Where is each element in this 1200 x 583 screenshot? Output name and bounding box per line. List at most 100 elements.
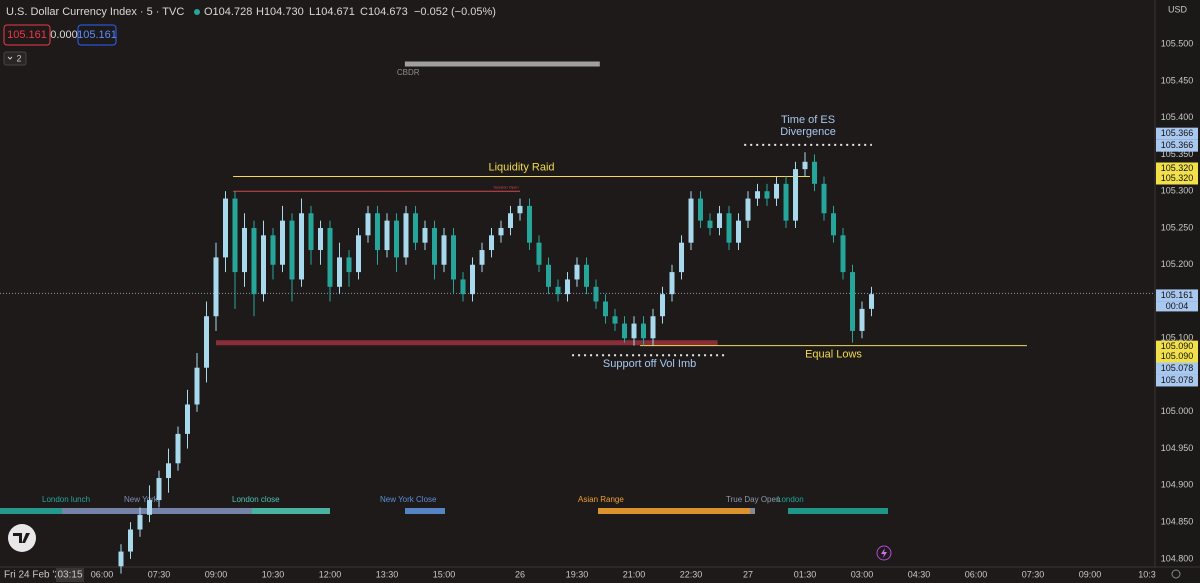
buy-button[interactable] xyxy=(77,24,117,46)
candle-body xyxy=(413,213,419,243)
candle-body xyxy=(726,213,732,243)
ohlc-high: H104.730 xyxy=(256,6,304,18)
ohlc-change: −0.052 (−0.05%) xyxy=(414,6,496,18)
footer-time: 03:15 xyxy=(57,570,82,581)
candle-body xyxy=(603,301,609,317)
session-bar xyxy=(750,508,755,514)
y-tick-label: 105.200 xyxy=(1161,259,1194,269)
candle-body xyxy=(631,323,637,339)
session-label: True Day Open xyxy=(726,495,780,504)
x-tick-label: 07:30 xyxy=(1022,569,1045,579)
x-tick-label: 09:00 xyxy=(205,569,228,579)
annotation-label: Session Open xyxy=(493,184,518,189)
candle-body xyxy=(432,227,438,265)
y-tick-label: 105.100 xyxy=(1161,333,1194,343)
session-bar xyxy=(598,508,750,514)
price-label: 105.078 xyxy=(1161,363,1194,373)
price-label-box xyxy=(1156,172,1198,185)
y-tick-label: 105.400 xyxy=(1161,112,1194,122)
annotation-label: Support off Vol Imb xyxy=(603,358,696,370)
status-dot xyxy=(194,9,200,15)
session-label: London lunch xyxy=(42,495,90,504)
candle-body xyxy=(821,183,827,214)
x-tick-label: 10:3 xyxy=(1138,569,1156,579)
buy-price[interactable]: 105.161 xyxy=(77,29,117,41)
x-tick-label: 01:30 xyxy=(794,569,817,579)
candle-body xyxy=(356,235,362,273)
candle-body xyxy=(793,169,799,221)
candle-body xyxy=(783,183,789,221)
candle-body xyxy=(536,242,542,265)
candle-body xyxy=(118,551,124,567)
indicators-count[interactable]: 2 xyxy=(16,53,21,63)
candle-body xyxy=(584,264,590,287)
x-tick-label: 15:00 xyxy=(433,569,456,579)
x-tick-label: 04:30 xyxy=(908,569,931,579)
price-label-box xyxy=(1156,374,1198,387)
candle-body xyxy=(802,161,808,170)
candle-body xyxy=(327,227,333,287)
candle-body xyxy=(375,213,381,251)
candle-body xyxy=(698,198,704,221)
candle-body xyxy=(317,227,323,251)
candle-body xyxy=(546,264,552,287)
y-tick-label: 104.800 xyxy=(1161,553,1194,563)
candle-body xyxy=(346,257,352,273)
candle-body xyxy=(622,323,628,339)
x-tick-label: 07:30 xyxy=(148,569,171,579)
price-label-box xyxy=(1156,289,1198,302)
y-tick-label: 105.450 xyxy=(1161,75,1194,85)
candle-body xyxy=(279,220,285,265)
currency-label[interactable]: USD xyxy=(1168,4,1188,14)
lightning-icon[interactable] xyxy=(876,545,892,561)
candle-body xyxy=(641,323,647,339)
candle-body xyxy=(365,213,371,236)
sell-button[interactable] xyxy=(3,24,51,46)
price-label: 105.090 xyxy=(1161,351,1194,361)
ohlc-close: C104.673 xyxy=(360,6,408,18)
candle-body xyxy=(593,286,599,302)
candle-body xyxy=(859,308,865,331)
candle-body xyxy=(165,463,171,479)
candle-body xyxy=(831,213,837,236)
candle-body xyxy=(517,205,523,214)
price-label: 105.161 xyxy=(1161,290,1194,300)
candle-body xyxy=(260,235,266,295)
x-tick-label: 03:00 xyxy=(851,569,874,579)
price-label: 105.320 xyxy=(1161,163,1194,173)
candle-body xyxy=(203,316,209,368)
session-bar xyxy=(405,508,445,514)
x-tick-label: 10:30 xyxy=(262,569,285,579)
candle-body xyxy=(175,433,181,464)
candle-body xyxy=(394,220,400,258)
candle-body xyxy=(745,198,751,221)
candle-body xyxy=(679,242,685,273)
candle-body xyxy=(612,316,618,324)
x-tick-label: 27 xyxy=(743,569,753,579)
session-label: New York Close xyxy=(380,495,437,504)
annotation-label: CBDR xyxy=(397,68,420,77)
candle-body xyxy=(470,264,476,295)
sell-price[interactable]: 105.161 xyxy=(7,29,47,41)
candle-body xyxy=(840,235,846,273)
x-tick-label: 21:00 xyxy=(623,569,646,579)
lightning-mark xyxy=(881,548,887,558)
candle-body xyxy=(384,220,390,251)
candle-body xyxy=(156,478,162,501)
indicators-toggle[interactable] xyxy=(3,51,27,66)
candle-body xyxy=(555,286,561,295)
symbol-title: U.S. Dollar Currency Index · 5 · TVC xyxy=(6,6,184,18)
candle-body xyxy=(298,213,304,280)
candle-body xyxy=(241,227,247,273)
candle-body xyxy=(688,198,694,243)
x-tick-label: 26 xyxy=(515,569,525,579)
candle-body xyxy=(850,272,856,331)
candle-body xyxy=(527,205,533,243)
settings-icon[interactable] xyxy=(1171,569,1181,579)
candle-body xyxy=(308,213,314,251)
candle-body xyxy=(232,198,238,273)
candle-body xyxy=(574,264,580,280)
candle-body xyxy=(213,257,219,317)
